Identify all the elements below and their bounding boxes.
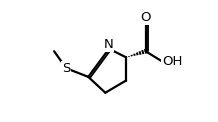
Text: O: O: [140, 11, 151, 24]
Text: OH: OH: [162, 55, 182, 68]
Text: N: N: [104, 38, 114, 51]
Text: S: S: [62, 62, 70, 75]
